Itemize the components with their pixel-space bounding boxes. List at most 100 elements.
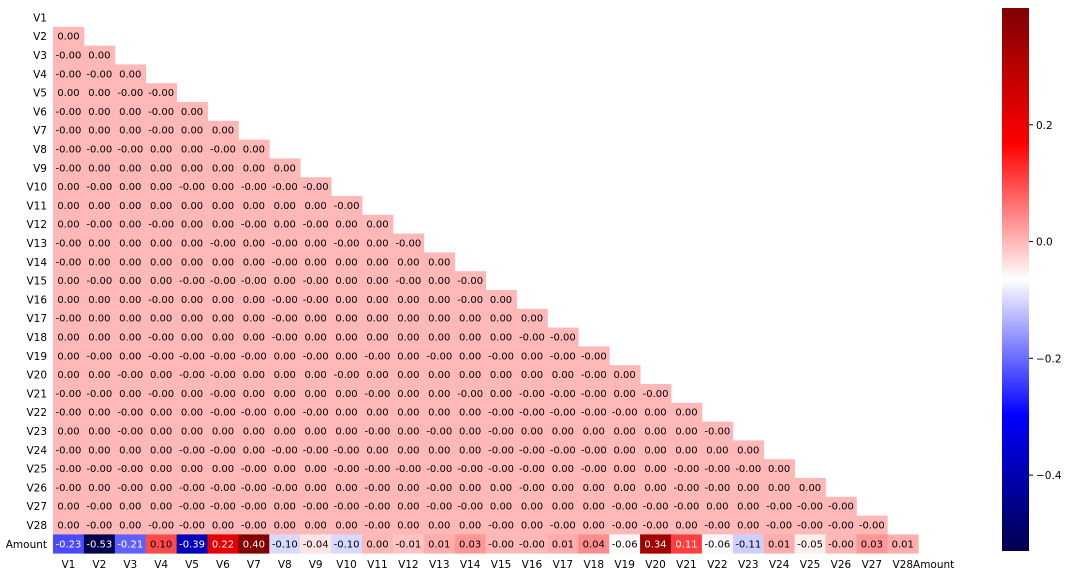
cell-value-label: 0.00	[366, 408, 388, 419]
heatmap-cell-V27-V21	[671, 496, 703, 516]
cell-value-label: 0.00	[614, 370, 636, 381]
heatmap-cell-V10-V9	[300, 177, 332, 197]
heatmap-cell-V28-V20	[640, 515, 672, 535]
heatmap-cell-V27-V11	[362, 496, 394, 516]
cell-value-label: -0.00	[303, 182, 329, 193]
heatmap-cell-V27-V23	[732, 496, 765, 516]
heatmap-cell-V13-V9	[300, 233, 332, 253]
cell-value-label: -0.21	[117, 539, 143, 550]
cell-value-label: 0.00	[490, 502, 512, 513]
cell-value-label: 0.00	[57, 521, 79, 532]
heatmap-cell-V25-V13	[423, 459, 456, 479]
cell-value-label: -0.00	[86, 182, 112, 193]
heatmap-cell-V18-V9	[300, 327, 332, 347]
y-tick-label-V10: V10	[26, 182, 47, 194]
cell-value-label: -0.00	[56, 257, 82, 268]
heatmap-cell-V26-V22	[701, 478, 734, 498]
cell-value-label: -0.00	[56, 464, 82, 475]
heatmap-cell-V17-V14	[454, 308, 486, 328]
heatmap-cell-V26-V25	[794, 478, 826, 498]
x-tick-label-V16: V16	[522, 559, 543, 571]
heatmap-cell-V10-V2	[83, 177, 116, 197]
cell-value-label: 0.00	[274, 408, 296, 419]
heatmap-cell-V22-V6	[207, 402, 239, 422]
cell-value-label: -0.00	[179, 502, 205, 513]
heatmap-cell-V24-V11	[362, 440, 394, 460]
cell-value-label: 0.00	[397, 333, 419, 344]
x-tick-label-Amount: Amount	[913, 559, 954, 571]
cell-value-label: 0.00	[614, 483, 636, 494]
x-tick-label-V23: V23	[738, 559, 759, 571]
cell-value-label: 0.00	[583, 427, 605, 438]
heatmap-cell-V28-V11	[362, 515, 394, 535]
cell-value-label: -0.00	[488, 408, 514, 419]
heatmap-cell-V14-V3	[114, 252, 147, 272]
heatmap-cell-V19-V1	[53, 346, 85, 366]
cell-value-label: -0.05	[797, 539, 823, 550]
cell-value-label: 0.00	[119, 314, 141, 325]
x-tick-label-V15: V15	[491, 559, 512, 571]
cell-value-label: 0.00	[583, 521, 605, 532]
cell-value-label: 0.00	[150, 408, 172, 419]
heatmap-cell-V12-V2	[83, 214, 116, 234]
cell-value-label: 0.00	[644, 427, 666, 438]
y-tick-label-V22: V22	[26, 407, 47, 419]
heatmap-cell-V19-V9	[300, 346, 332, 366]
heatmap-cell-V23-V7	[238, 421, 270, 441]
heatmap-cell-V22-V9	[300, 402, 332, 422]
x-tick-label-V3: V3	[123, 559, 137, 571]
cell-value-label: -0.00	[365, 521, 391, 532]
cell-value-label: -0.00	[56, 163, 82, 174]
colorbar: −0.4 −0.2 0.0 0.2	[1002, 8, 1062, 551]
cell-value-label: -0.00	[148, 88, 174, 99]
heatmap-cell-V25-V17	[547, 459, 579, 479]
heatmap-cell-V19-V14	[454, 346, 486, 366]
heatmap-cell-V23-V10	[331, 421, 363, 441]
heatmap-cell-V3-V1	[53, 45, 85, 65]
cell-value-label: 0.00	[150, 427, 172, 438]
heatmap-cell-V8-V4	[145, 139, 177, 159]
heatmap-cell-V18-V7	[238, 327, 270, 347]
cell-value-label: -0.00	[488, 521, 514, 532]
heatmap-cell-V19-V13	[423, 346, 456, 366]
heatmap-cell-V26-V10	[331, 478, 363, 498]
heatmap-cell-V26-V8	[269, 478, 301, 498]
y-tick-label-V8: V8	[33, 144, 47, 156]
heatmap-cell-V15-V4	[145, 271, 177, 291]
heatmap-cell-V15-V11	[362, 271, 394, 291]
heatmap-cell-V27-V25	[794, 496, 826, 516]
cell-value-label: 0.00	[181, 239, 203, 250]
heatmap-cell-V19-V7	[238, 346, 270, 366]
cell-value-label: 0.00	[768, 464, 790, 475]
cell-value-label: -0.00	[519, 408, 545, 419]
cell-value-label: -0.00	[334, 445, 360, 456]
heatmap-cell-V26-V24	[763, 478, 795, 498]
heatmap-cell-Amount-V12	[392, 534, 425, 554]
cell-value-label: 0.00	[737, 483, 759, 494]
cell-value-label: 0.00	[57, 427, 79, 438]
heatmap-cell-V17-V15	[485, 308, 517, 328]
cell-value-label: 0.00	[583, 483, 605, 494]
heatmap-cell-V26-V16	[516, 478, 548, 498]
cell-value-label: -0.00	[148, 333, 174, 344]
heatmap-cell-V13-V7	[238, 233, 270, 253]
heatmap-cell-V21-V5	[176, 384, 208, 404]
cell-value-label: 0.00	[397, 314, 419, 325]
cell-value-label: -0.00	[86, 464, 112, 475]
heatmap-cell-V25-V22	[701, 459, 734, 479]
heatmap-cell-V21-V19	[609, 384, 641, 404]
cell-value-label: -0.06	[704, 539, 730, 550]
cell-value-label: -0.00	[210, 389, 236, 400]
heatmap-cell-Amount-V22	[701, 534, 734, 554]
cell-value-label: -0.00	[86, 502, 112, 513]
heatmap-cell-V28-V13	[423, 515, 456, 535]
cell-value-label: -0.00	[334, 370, 360, 381]
heatmap-cell-V28-V12	[392, 515, 425, 535]
heatmap-cell-V25-V11	[362, 459, 394, 479]
colorbar-tick-label: −0.4	[1036, 470, 1062, 482]
heatmap-cell-V23-V17	[547, 421, 579, 441]
cell-value-label: -0.00	[56, 483, 82, 494]
heatmap-cell-V8-V6	[207, 139, 239, 159]
heatmap-cell-V27-V2	[83, 496, 116, 516]
cell-value-label: -0.00	[86, 145, 112, 156]
